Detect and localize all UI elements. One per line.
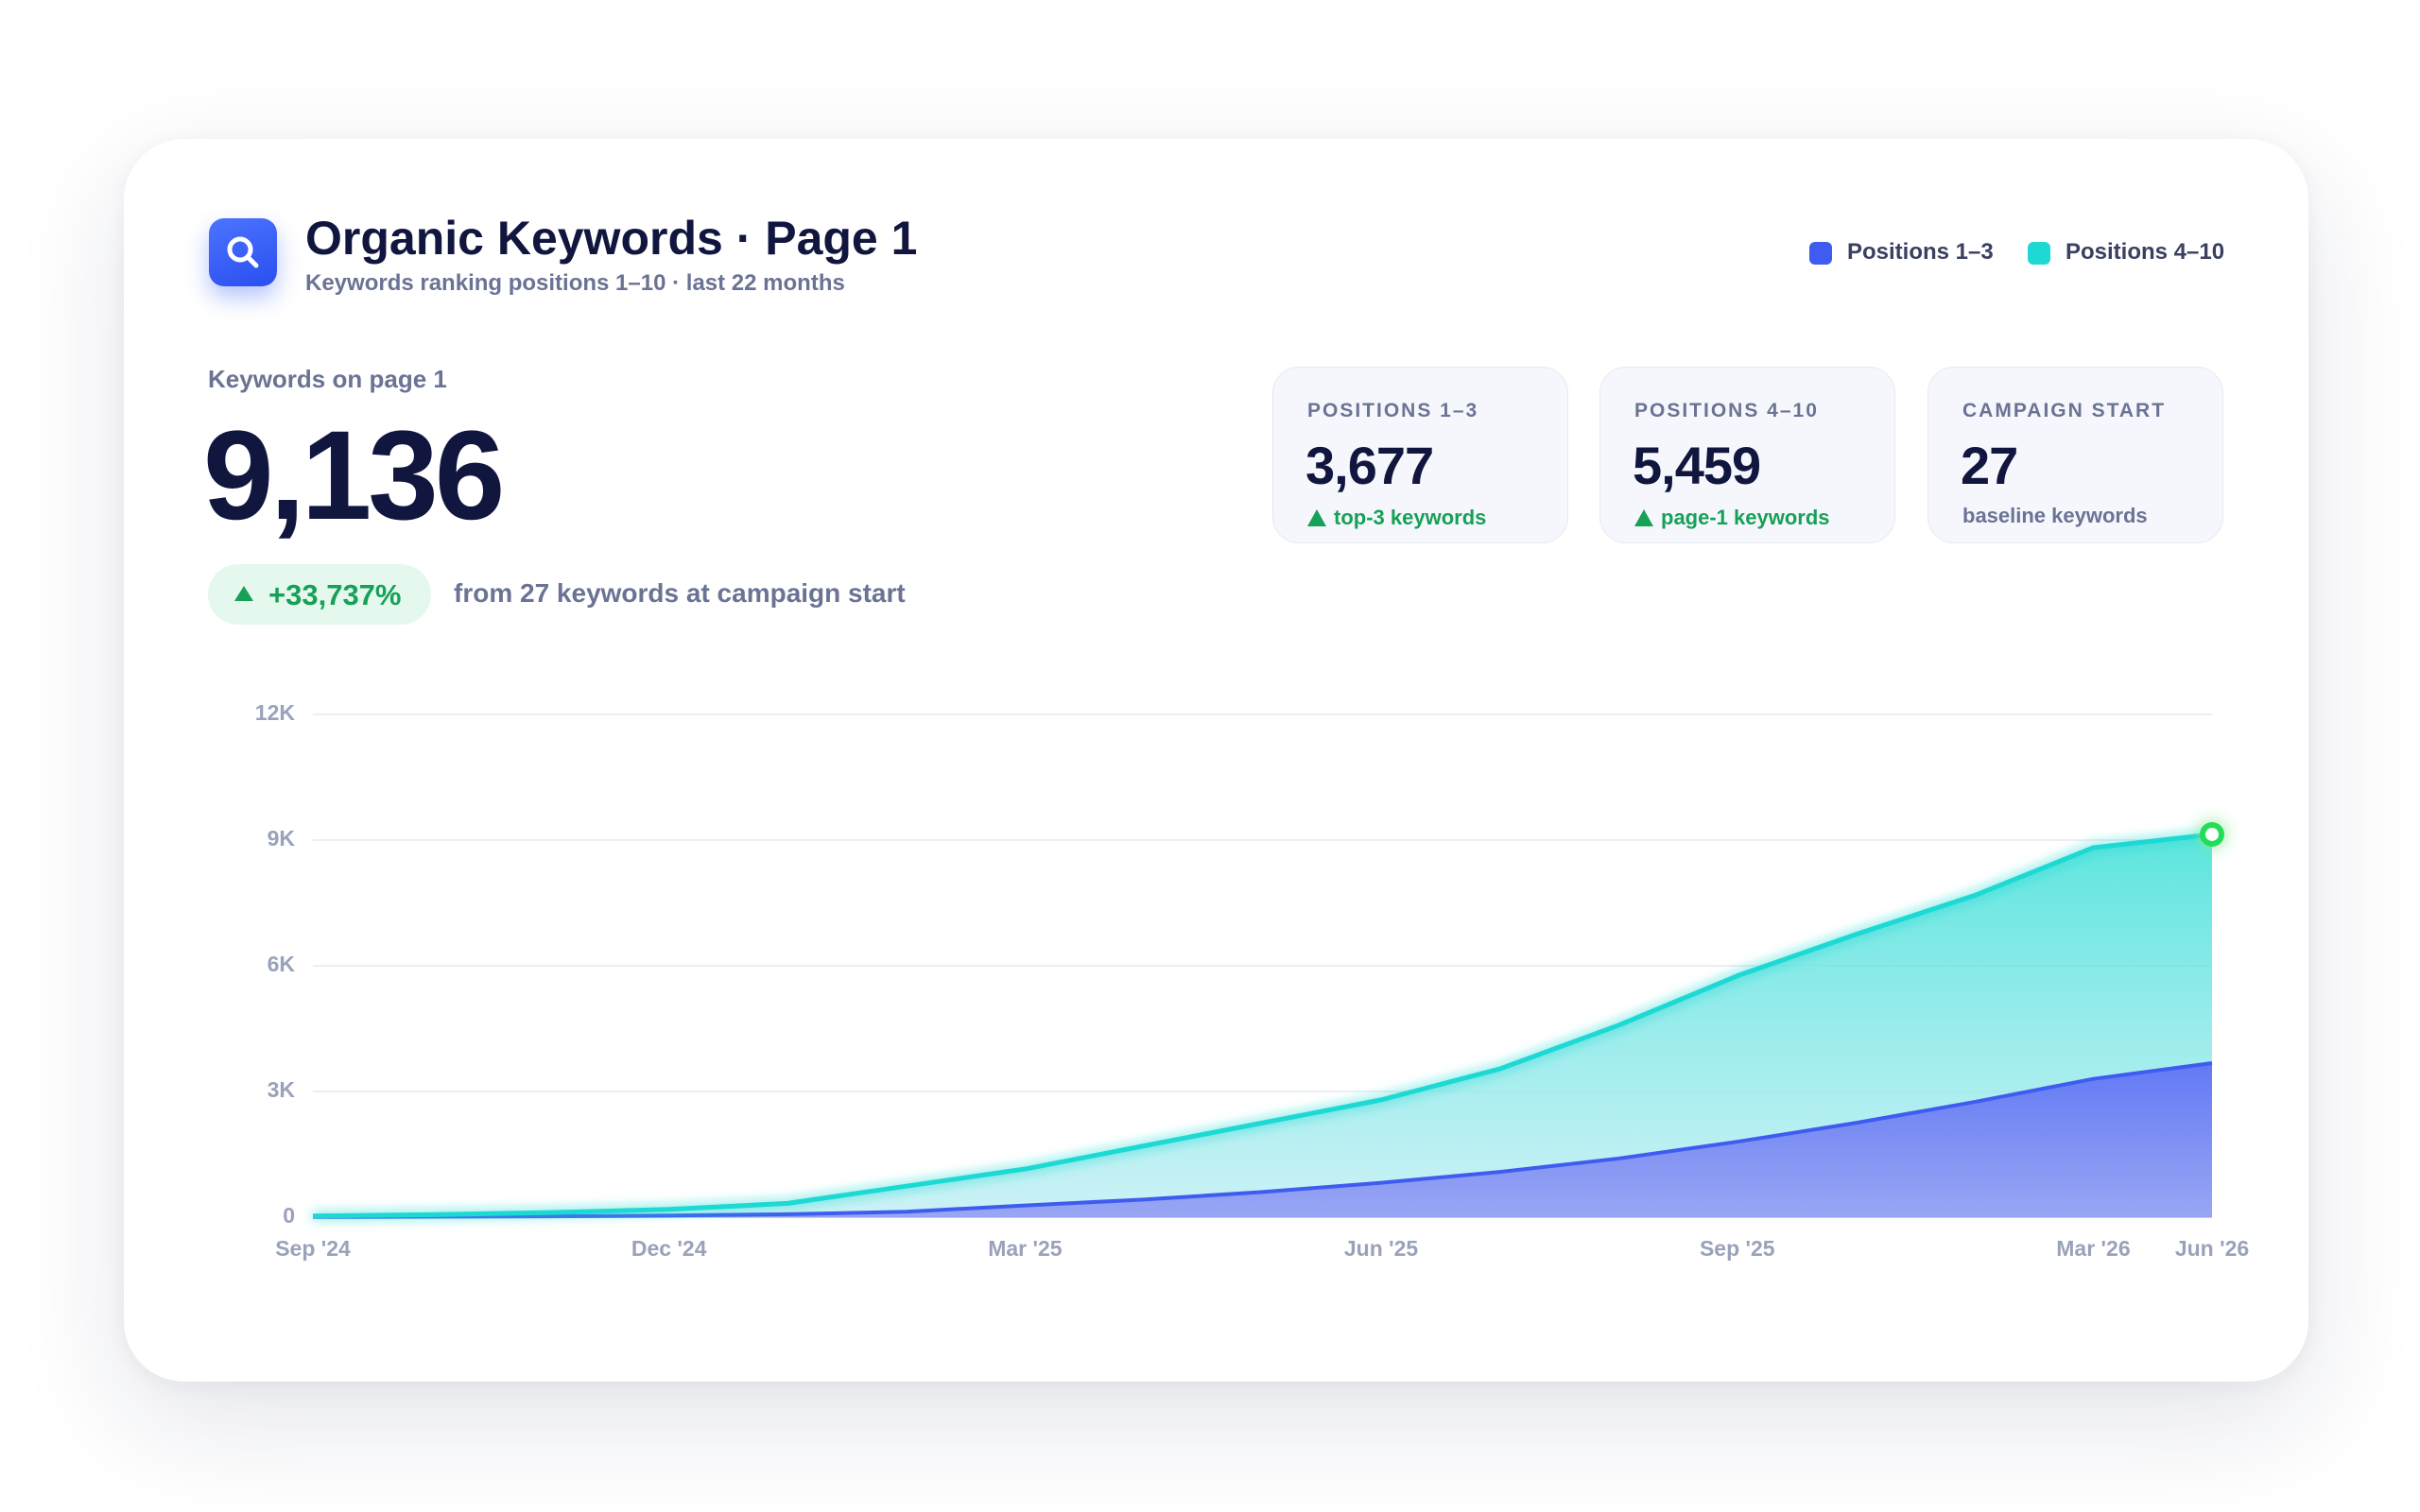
y-tick-label: 12K [255, 700, 296, 725]
card: Organic Keywords · Page 1 Keywords ranki… [124, 139, 2308, 1382]
legend-swatch [1809, 242, 1832, 265]
up-arrow [1307, 509, 1326, 526]
end-marker [2200, 821, 2224, 847]
area [313, 833, 2212, 1217]
line [312, 832, 2213, 1219]
y-tick-label: 0 [283, 1203, 295, 1228]
x-tick-label: Jun '25 [1344, 1236, 1419, 1261]
x-tick-label: Sep '25 [1700, 1236, 1775, 1261]
kpi-value: 9,136 [203, 405, 505, 546]
stat-label: POSITIONS 4–10 [1634, 400, 1819, 421]
legend-label: Positions 1–3 [1847, 239, 1994, 265]
x-tick-label: Jun '26 [2175, 1236, 2249, 1261]
x-tick-label: Sep '24 [275, 1236, 351, 1261]
stat-note: baseline keywords [1962, 504, 2148, 527]
change-value: +33,737% [268, 578, 402, 611]
stat-label: CAMPAIGN START [1962, 400, 2167, 421]
subtitle: Keywords ranking positions 1–10 · last 2… [305, 270, 845, 296]
x-tick-label: Mar '25 [988, 1236, 1063, 1261]
up-arrow [1634, 509, 1653, 526]
stat-value: 3,677 [1305, 436, 1434, 495]
area [313, 1062, 2212, 1217]
x-tick-label: Dec '24 [631, 1236, 707, 1261]
line [312, 1061, 2213, 1219]
y-tick-label: 6K [268, 952, 296, 976]
stat-note: page-1 keywords [1661, 506, 1830, 529]
stat-note: top-3 keywords [1334, 506, 1487, 529]
change-pill: +33,737% [208, 564, 431, 625]
stat-card: CAMPAIGN START 27 baseline keywords [1927, 367, 2223, 543]
title: Organic Keywords · Page 1 [305, 212, 918, 265]
legend-label: Positions 4–10 [2066, 239, 2225, 265]
legend-swatch [2028, 242, 2050, 265]
search-icon [209, 218, 277, 286]
up-arrow [234, 586, 253, 601]
stat-card: POSITIONS 4–10 5,459 page-1 keywords [1599, 367, 1895, 543]
magnifier [227, 236, 259, 268]
y-tick-label: 3K [268, 1077, 296, 1102]
stat-label: POSITIONS 1–3 [1307, 400, 1479, 421]
y-tick-label: 9K [268, 826, 296, 850]
stat-value: 27 [1961, 436, 2018, 495]
kpi-label: Keywords on page 1 [208, 365, 447, 393]
change-note: from 27 keywords at campaign start [454, 578, 906, 608]
stat-card: POSITIONS 1–3 3,677 top-3 keywords [1272, 367, 1568, 543]
x-tick-label: Mar '26 [2056, 1236, 2130, 1261]
chart: 0 3K 6K 9K 12K Sep '24 Dec '24 Mar '25 Jun '25 Se… [255, 700, 2249, 1261]
stat-value: 5,459 [1633, 436, 1761, 495]
